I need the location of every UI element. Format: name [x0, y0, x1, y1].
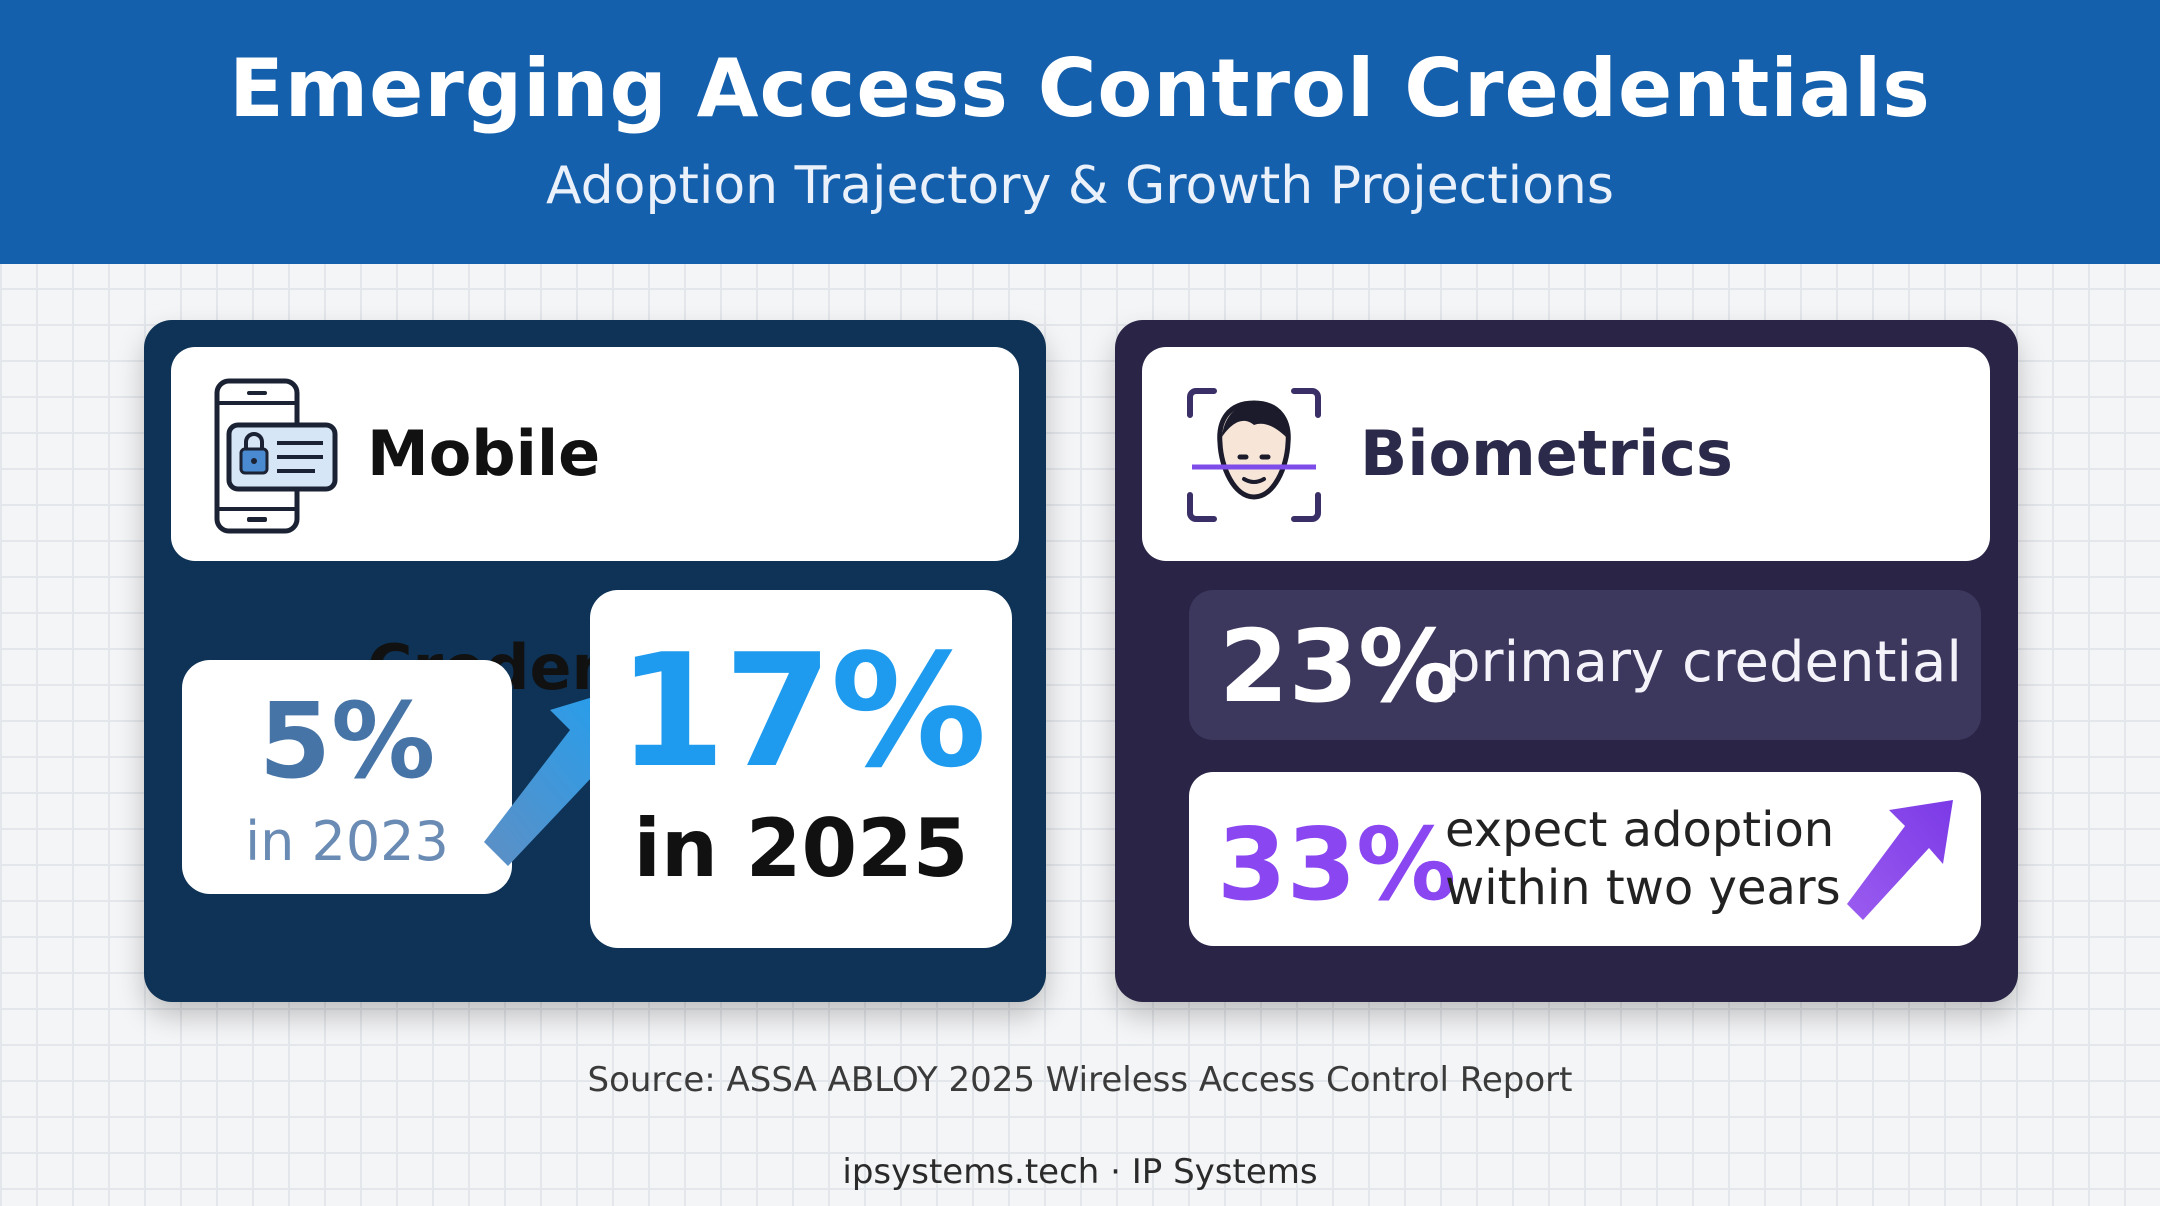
header-banner: Emerging Access Control Credentials Adop… [0, 0, 2160, 264]
page-subtitle: Adoption Trajectory & Growth Projections [546, 156, 1614, 216]
biometrics-expect-stat: 33% expect adoption within two years [1189, 772, 1981, 946]
arrow-up-right-icon [1847, 800, 1953, 920]
mobile-card-title: Mobile Credentials [367, 417, 767, 704]
mobile-2025-stat: 17% in 2025 [590, 590, 1012, 948]
mobile-2023-caption: in 2023 [245, 810, 449, 873]
biometrics-expect-value: 33% [1217, 806, 1457, 923]
face-scan-icon [1187, 388, 1321, 522]
biometrics-primary-value: 23% [1219, 608, 1459, 725]
mobile-credentials-card: Mobile Credentials 5% in 2023 17% in 202… [144, 320, 1046, 1002]
biometrics-card: Biometrics 23% primary credential 33% ex… [1115, 320, 2018, 1002]
biometrics-card-title: Biometrics [1360, 417, 1733, 490]
mobile-2025-value: 17% [617, 620, 986, 802]
mobile-2023-value: 5% [258, 680, 436, 802]
mobile-card-header: Mobile Credentials [171, 347, 1019, 704]
mobile-2025-caption: in 2025 [633, 802, 969, 895]
biometrics-card-header: Biometrics [1142, 347, 1990, 561]
biometrics-expect-caption-line2: within two years [1445, 860, 1841, 916]
biometrics-expect-caption-line1: expect adoption [1445, 802, 1835, 858]
phone-lock-id-icon [214, 378, 338, 534]
biometrics-primary-caption: primary credential [1445, 630, 1962, 695]
biometrics-primary-stat: 23% primary credential [1189, 590, 1981, 740]
mobile-2023-stat: 5% in 2023 [182, 660, 512, 894]
source-note: Source: ASSA ABLOY 2025 Wireless Access … [587, 1060, 1573, 1100]
site-credit: ipsystems.tech · IP Systems [842, 1152, 1318, 1192]
page-title: Emerging Access Control Credentials [229, 42, 1931, 135]
